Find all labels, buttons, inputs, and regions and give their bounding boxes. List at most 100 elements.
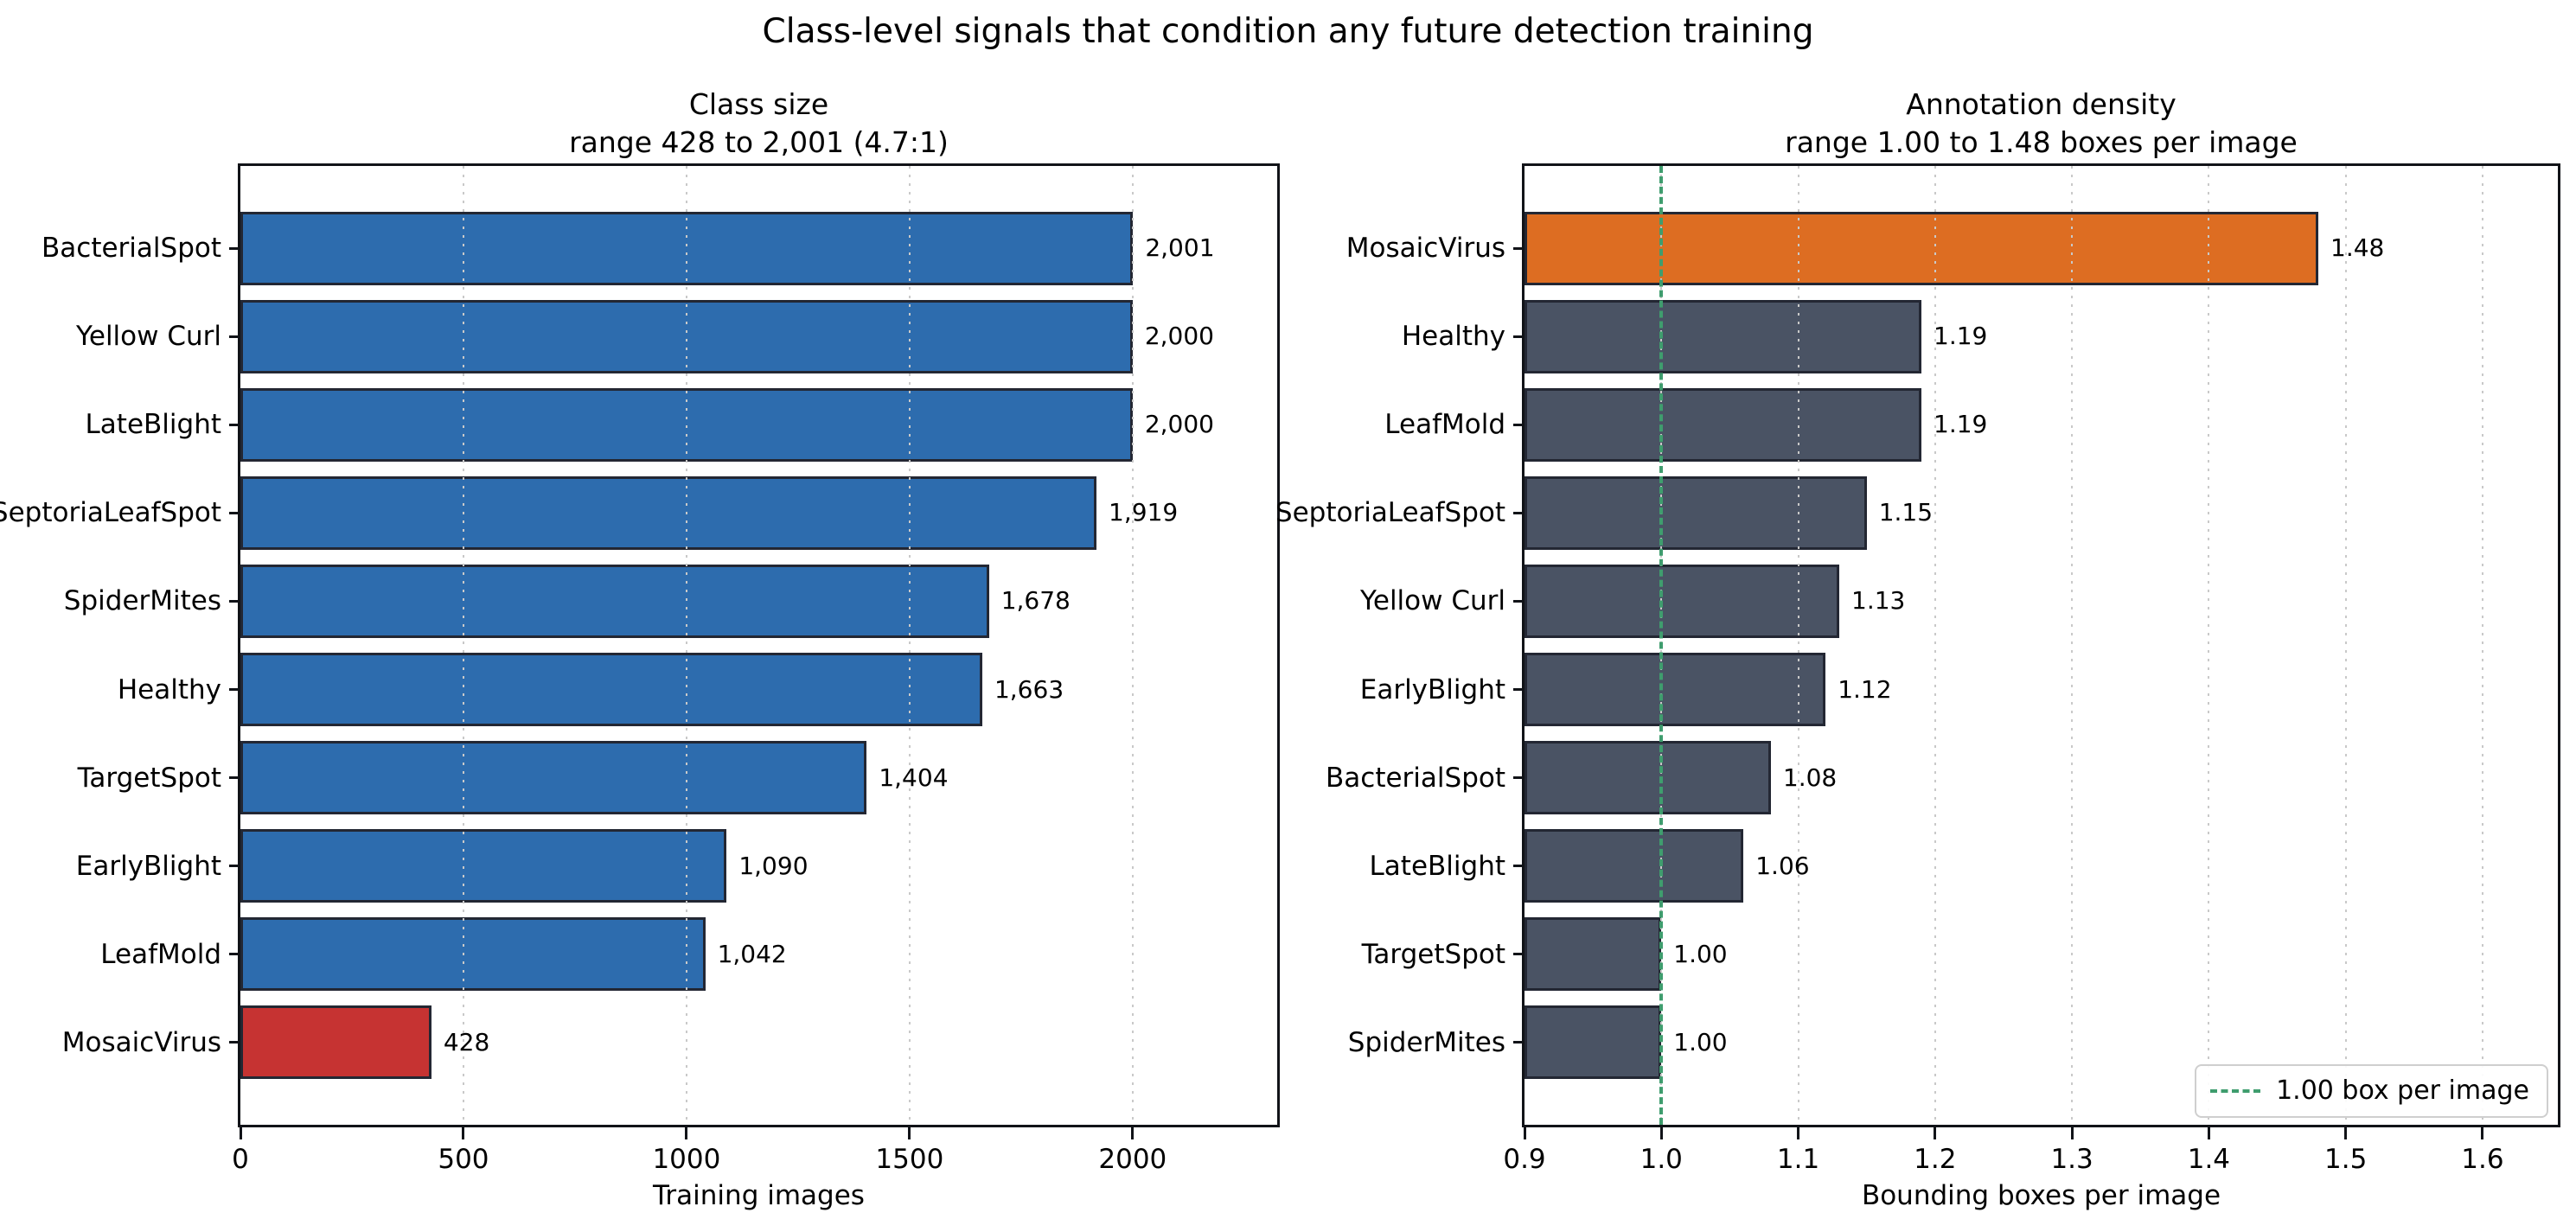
x-tick-label: 1500	[875, 1144, 944, 1175]
y-axis-label: Healthy	[1401, 321, 1505, 353]
y-axis-label: LateBlight	[1369, 850, 1505, 882]
y-tick	[229, 688, 238, 692]
x-tick	[1131, 1127, 1135, 1139]
bar	[240, 475, 1097, 550]
x-tick	[908, 1127, 911, 1139]
bar-value-label: 1,919	[1109, 498, 1179, 527]
y-axis-label: EarlyBlight	[1359, 673, 1505, 705]
bar	[1525, 299, 1921, 373]
bar	[1525, 917, 1662, 992]
bar-value-label: 1,678	[1000, 586, 1071, 616]
gridline	[908, 166, 911, 1125]
bar-value-label: 1.19	[1934, 410, 1988, 439]
legend-label: 1.00 box per image	[2276, 1075, 2529, 1106]
bar	[240, 741, 867, 815]
x-tick-label: 1000	[652, 1144, 721, 1175]
y-tick	[229, 1041, 238, 1044]
y-axis-label: EarlyBlight	[75, 850, 221, 882]
y-axis-label: TargetSpot	[77, 762, 221, 794]
y-axis-label: MosaicVirus	[61, 1026, 221, 1058]
x-tick	[2481, 1127, 2484, 1139]
y-tick	[229, 335, 238, 338]
x-tick-label: 1.6	[2461, 1144, 2504, 1175]
gridline	[2481, 166, 2483, 1125]
reference-line	[1659, 166, 1664, 1125]
right-chart-title: Annotation density range 1.00 to 1.48 bo…	[1525, 86, 2558, 162]
x-tick	[1659, 1127, 1663, 1139]
x-tick-label: 1.1	[1776, 1144, 1820, 1175]
x-tick	[2207, 1127, 2210, 1139]
bar-value-label: 1.15	[1878, 498, 1934, 527]
bar-value-label: 2,000	[1144, 410, 1214, 439]
left-x-axis-label: Training images	[653, 1180, 865, 1211]
bar	[1525, 564, 1840, 638]
y-axis-label: TargetSpot	[1361, 938, 1505, 970]
bar	[1525, 653, 1826, 727]
y-axis-label: SpiderMites	[63, 585, 221, 617]
y-tick	[1513, 865, 1522, 868]
y-tick	[229, 246, 238, 250]
bar-value-label: 428	[443, 1027, 490, 1056]
y-tick	[1513, 953, 1522, 956]
y-axis-label: Yellow Curl	[76, 321, 221, 353]
bar	[1525, 211, 2318, 285]
y-axis-label: BacterialSpot	[42, 233, 221, 265]
y-tick	[229, 865, 238, 868]
bar-value-label: 1,663	[994, 674, 1064, 704]
y-axis-label: LeafMold	[1384, 409, 1505, 441]
x-tick-label: 1.4	[2187, 1144, 2231, 1175]
y-tick	[1513, 335, 1522, 338]
y-axis-label: Healthy	[117, 673, 221, 705]
y-axis-label: LateBlight	[85, 409, 221, 441]
bar-value-label: 1,404	[879, 763, 949, 792]
y-tick	[229, 511, 238, 514]
left-chart-title-line1: Class size	[688, 87, 829, 121]
x-tick	[462, 1127, 465, 1139]
x-tick	[1797, 1127, 1800, 1139]
gridline	[1934, 166, 1936, 1125]
y-axis-label: LeafMold	[100, 938, 221, 970]
x-tick-label: 0.9	[1503, 1144, 1546, 1175]
left-axes: 2,001 2,000 2,000 1,919 1,678 1,663 1,404 1,090…	[238, 163, 1280, 1127]
y-tick	[1513, 599, 1522, 603]
bar-value-label: 1,090	[738, 851, 809, 880]
bar-value-label: 1.19	[1934, 322, 1988, 351]
bar-value-label: 1.08	[1782, 763, 1838, 792]
y-tick	[1513, 688, 1522, 692]
x-tick-label: 1.0	[1640, 1144, 1683, 1175]
figure-suptitle: Class-level signals that condition any f…	[762, 12, 1814, 51]
bar-value-label: 1.00	[1673, 1027, 1728, 1056]
bar-value-label: 1.00	[1673, 939, 1728, 968]
y-axis-label: SeptoriaLeafSpot	[0, 497, 221, 529]
bar	[1525, 741, 1771, 815]
x-tick-label: 2000	[1098, 1144, 1167, 1175]
gridline	[1797, 166, 1799, 1125]
x-tick	[685, 1127, 688, 1139]
bar	[240, 917, 706, 992]
right-axes: 1.48 1.19 1.19 1.15 1.13 1.12 1.08 1.06 1.00 1.00	[1522, 163, 2560, 1127]
y-axis-label: Yellow Curl	[1360, 585, 1505, 617]
y-tick	[1513, 776, 1522, 780]
left-chart-title-line2: range 428 to 2,001 (4.7:1)	[569, 125, 949, 159]
x-tick-label: 1.3	[2050, 1144, 2093, 1175]
x-tick	[1523, 1127, 1526, 1139]
legend-dashed-line-sample	[2210, 1089, 2261, 1093]
x-tick-label: 1.2	[1914, 1144, 1957, 1175]
bar	[240, 564, 989, 638]
y-tick	[1513, 246, 1522, 250]
y-axis-label: BacterialSpot	[1326, 762, 1505, 794]
bar	[240, 829, 727, 903]
x-tick-label: 500	[438, 1144, 489, 1175]
bar	[1525, 475, 1867, 550]
bar	[240, 1005, 431, 1080]
y-tick	[1513, 511, 1522, 514]
x-tick-label: 0	[232, 1144, 249, 1175]
bar	[1525, 387, 1921, 462]
gridline	[2208, 166, 2210, 1125]
x-tick	[239, 1127, 242, 1139]
right-chart-title-line1: Annotation density	[1906, 87, 2176, 121]
y-tick	[229, 599, 238, 603]
bar-value-label: 1.12	[1838, 674, 1892, 704]
bar-value-label: 1.13	[1851, 586, 1906, 616]
